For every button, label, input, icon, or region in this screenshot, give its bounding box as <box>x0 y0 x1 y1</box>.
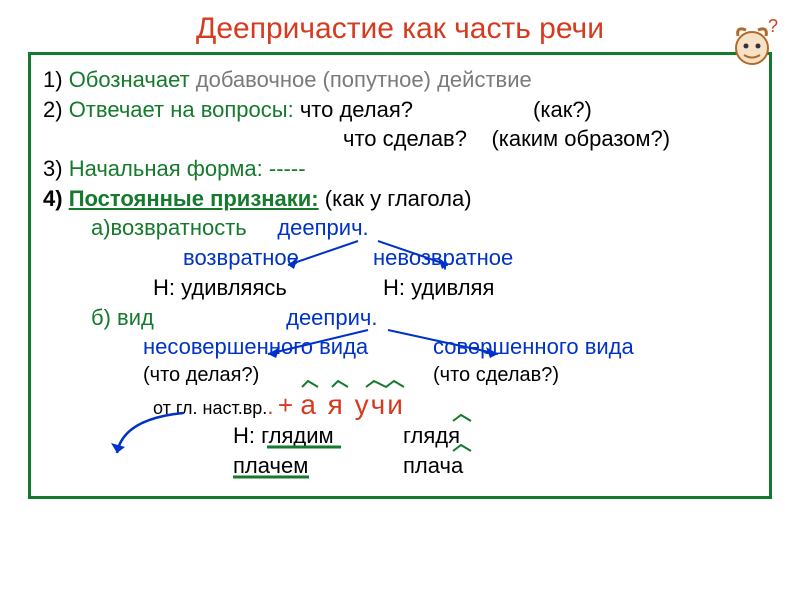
point-4: 4) Постоянные признаки: (как у глагола) <box>43 184 757 214</box>
derivation: от гл. наст.вр.. + а я учи <box>43 389 757 421</box>
mascot-icon: ? <box>724 18 780 74</box>
svg-text:?: ? <box>768 18 778 36</box>
point-2-line2: что сделав? (каким образом?) <box>43 124 757 154</box>
point-2: 2) Отвечает на вопросы: что делая? (как?… <box>43 95 757 125</box>
deriv-arrow-icon <box>103 409 203 459</box>
suffix-text: а я учи <box>300 389 405 420</box>
point-1: 1) Обозначает добавочное (попутное) дейс… <box>43 65 757 95</box>
page-title: Деепричастие как часть речи <box>0 12 800 46</box>
sub-a-examples: Н: удивляясь Н: удивляя <box>43 273 757 303</box>
point-3: 3) Начальная форма: ----- <box>43 154 757 184</box>
sub-b-q: (что делая?) (что сделав?) <box>43 362 757 389</box>
content-box: 1) Обозначает добавочное (попутное) дейс… <box>28 52 772 499</box>
